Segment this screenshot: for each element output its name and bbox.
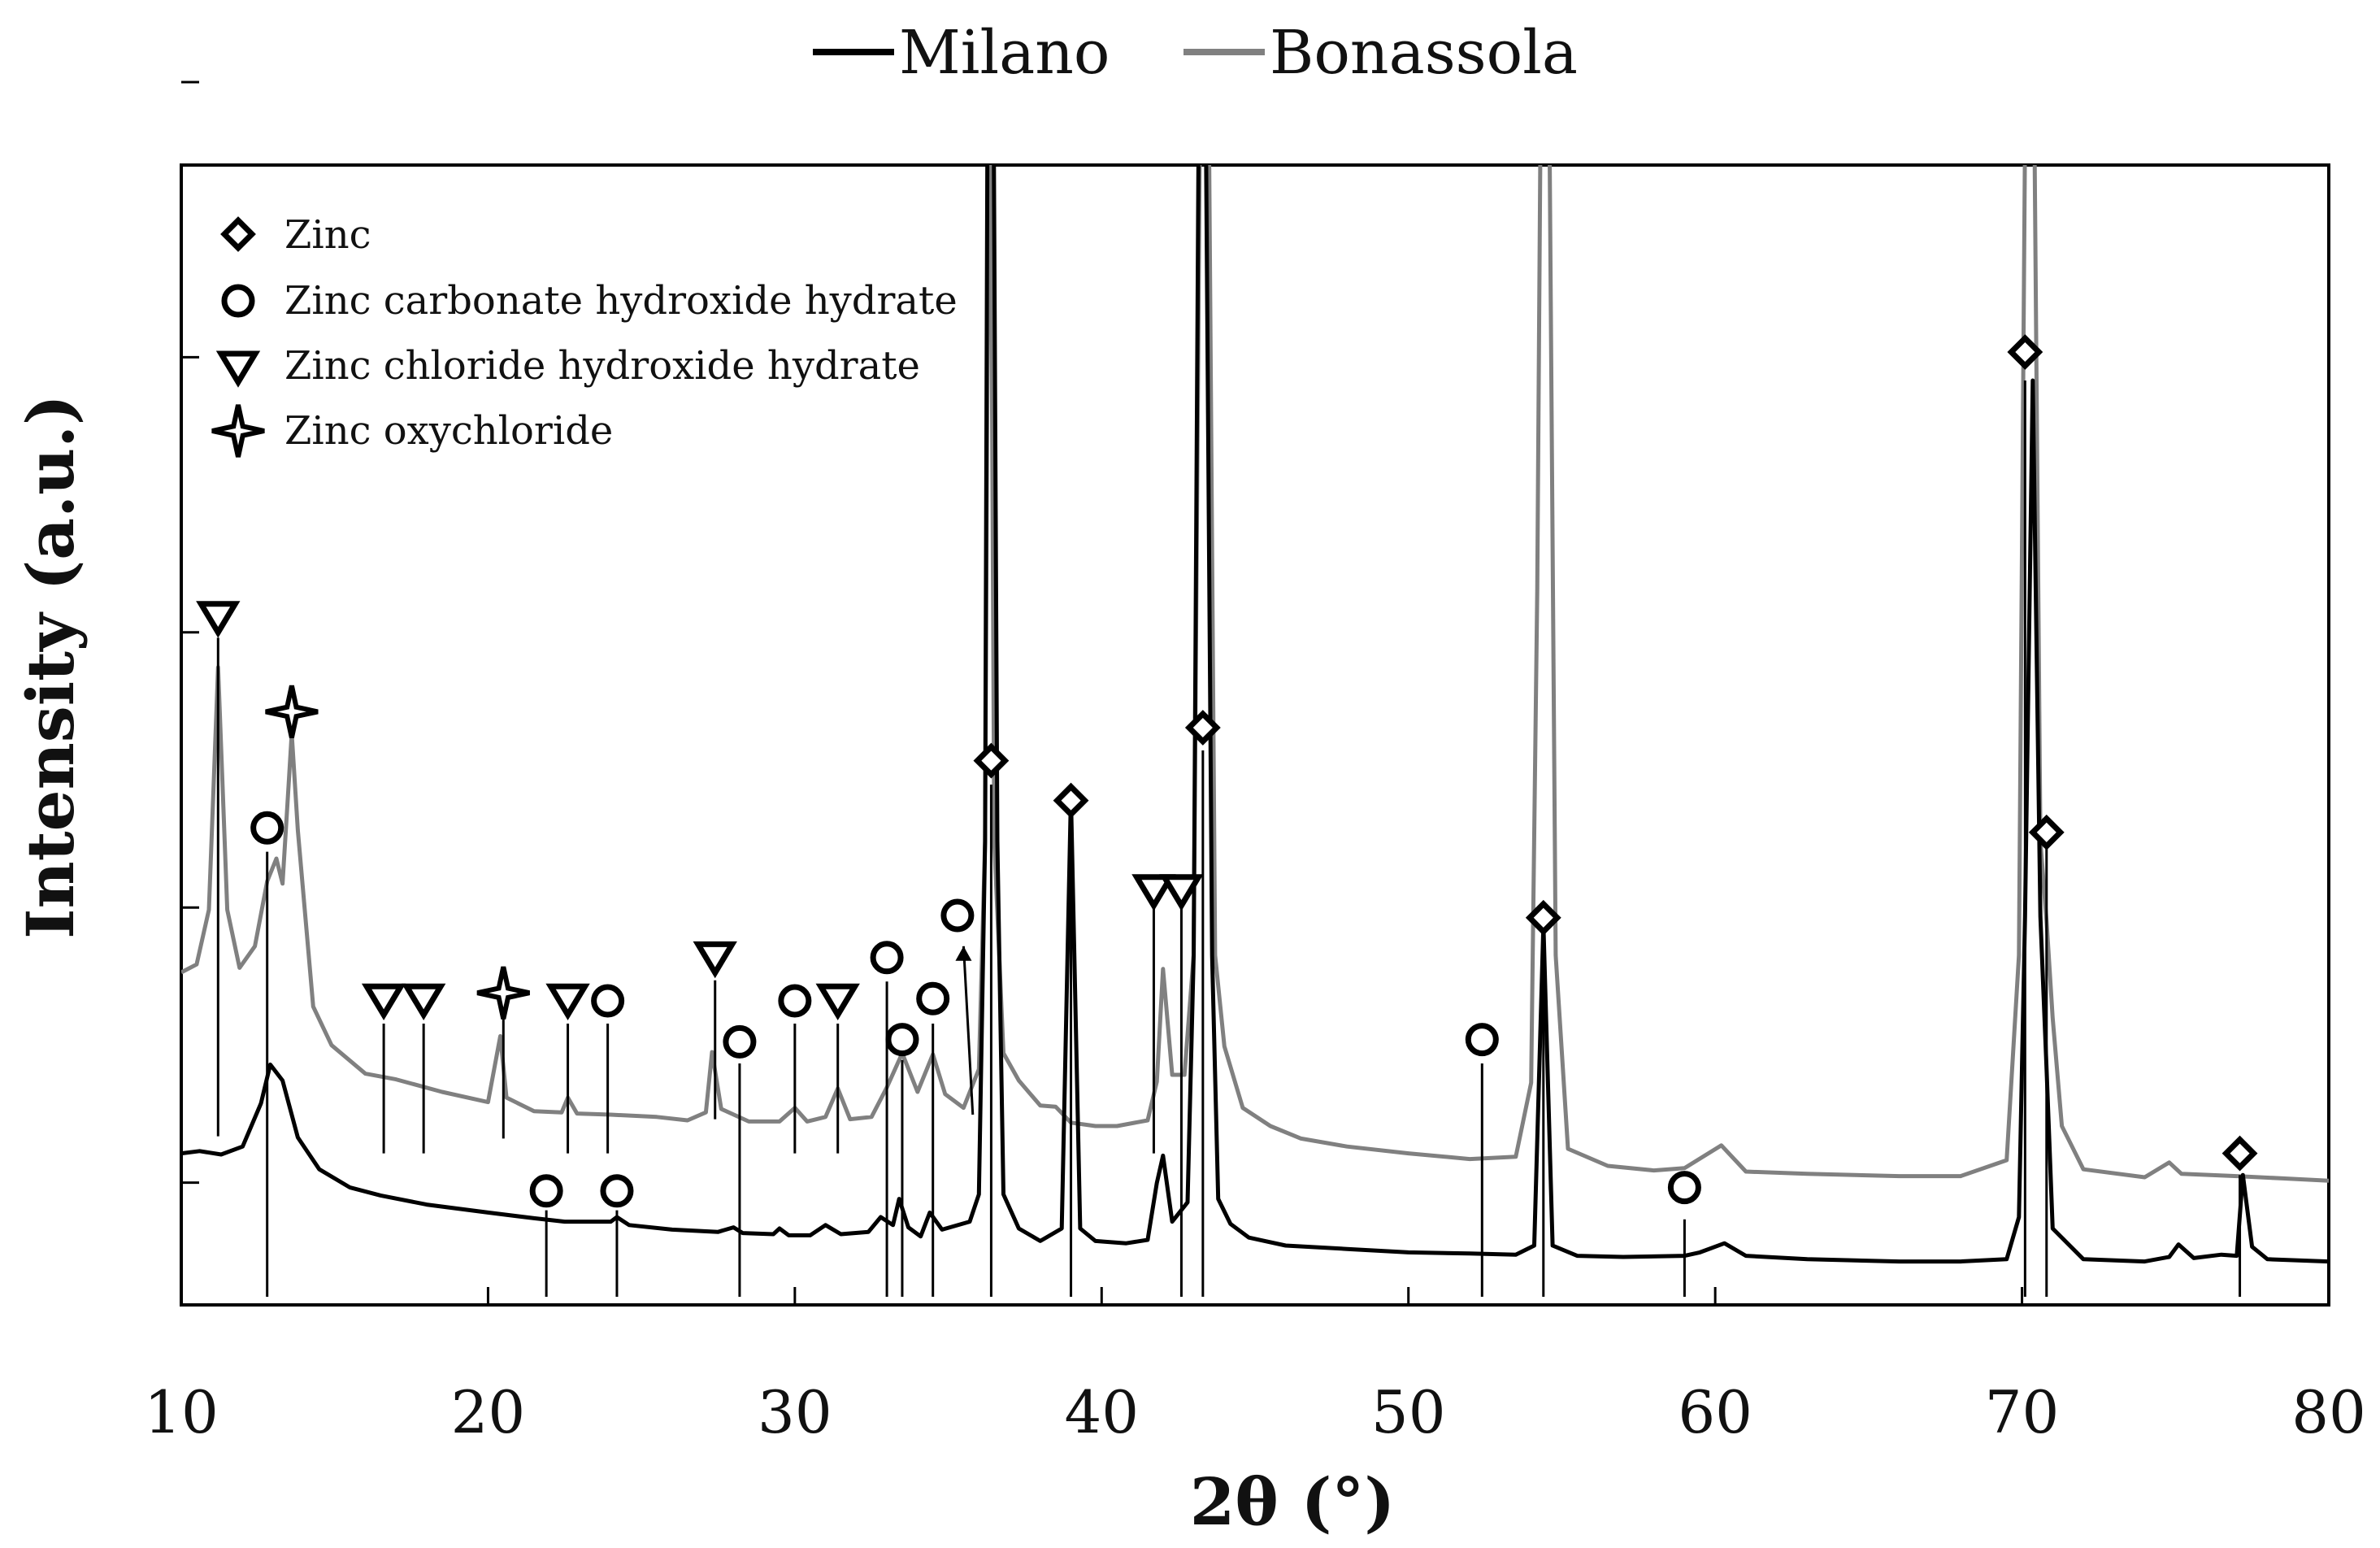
annotation-arrow <box>962 946 975 1115</box>
x-tick-label: 50 <box>1371 1378 1446 1446</box>
annotation-marker-triangle-down <box>1159 874 1204 911</box>
phase-legend-marker-star4 <box>211 404 265 458</box>
x-tick-label: 80 <box>2291 1378 2366 1446</box>
annotation-marker-triangle-down <box>1131 874 1176 911</box>
x-tick-label: 70 <box>1985 1378 2060 1446</box>
annotation-marker-circle <box>529 1174 563 1208</box>
x-tick-label: 20 <box>451 1378 526 1446</box>
x-tick-label: 30 <box>758 1378 832 1446</box>
annotation-marker-triangle-down <box>401 983 446 1021</box>
annotation-marker-star4 <box>476 966 530 1020</box>
annotation-marker-circle <box>1667 1171 1701 1205</box>
annotation-marker-circle <box>870 941 904 975</box>
annotation-marker-diamond <box>1053 782 1089 819</box>
series-line-bonassola <box>181 165 2329 1183</box>
annotation-marker-circle <box>250 811 284 845</box>
phase-legend-label-carbonate: Zinc carbonate hydroxide hydrate <box>284 278 958 324</box>
phase-annotations <box>196 334 2258 1297</box>
annotation-marker-circle <box>600 1174 634 1208</box>
phase-legend-label-oxychloride: Zinc oxychloride <box>284 408 613 454</box>
phase-legend-marker-circle <box>221 284 255 318</box>
x-axis-title: 2θ (°) <box>1190 1463 1396 1540</box>
annotation-marker-circle <box>940 898 975 933</box>
annotation-marker-diamond <box>2028 814 2065 850</box>
annotation-marker-diamond <box>973 742 1010 779</box>
annotation-marker-circle <box>916 981 950 1015</box>
annotation-marker-circle <box>1465 1023 1499 1057</box>
annotation-marker-triangle-down <box>361 983 406 1021</box>
phase-legend-marker-diamond <box>220 216 256 252</box>
annotation-arrowhead <box>955 946 972 961</box>
annotation-marker-triangle-down <box>196 601 241 638</box>
annotation-marker-circle <box>885 1023 919 1057</box>
plot-frame <box>180 163 2330 1307</box>
phase-legend-label-chloride: Zinc chloride hydroxide hydrate <box>284 343 920 389</box>
annotation-marker-diamond <box>2007 334 2043 370</box>
annotation-marker-star4 <box>265 685 319 739</box>
x-tick-label: 40 <box>1064 1378 1139 1446</box>
x-tick-label: 60 <box>1678 1378 1752 1446</box>
annotation-marker-diamond <box>2221 1135 2258 1172</box>
annotation-marker-triangle-down <box>545 983 590 1021</box>
annotation-marker-triangle-down <box>815 983 860 1021</box>
annotation-marker-circle <box>778 984 812 1018</box>
axis-ticks: 10 20 30 40 50 60 70 80 <box>144 80 2366 1446</box>
phase-legend-marker-triangle-down <box>215 350 261 388</box>
phase-legend: Zinc Zinc carbonate hydroxide hydrate Zi… <box>211 212 958 458</box>
annotation-marker-diamond <box>1184 710 1221 746</box>
annotation-marker-circle <box>723 1024 757 1059</box>
y-axis-title: Intensity (a.u.) <box>12 394 89 939</box>
annotation-marker-diamond <box>1525 899 1561 936</box>
legend-label-milano: Milano <box>899 18 1110 88</box>
phase-legend-label-zinc: Zinc <box>284 212 371 258</box>
series-legend: Milano Bonassola <box>813 18 1578 88</box>
x-tick-label: 10 <box>144 1378 219 1446</box>
annotation-marker-circle <box>591 984 625 1018</box>
annotation-marker-triangle-down <box>693 941 737 979</box>
legend-label-bonassola: Bonassola <box>1270 18 1578 88</box>
